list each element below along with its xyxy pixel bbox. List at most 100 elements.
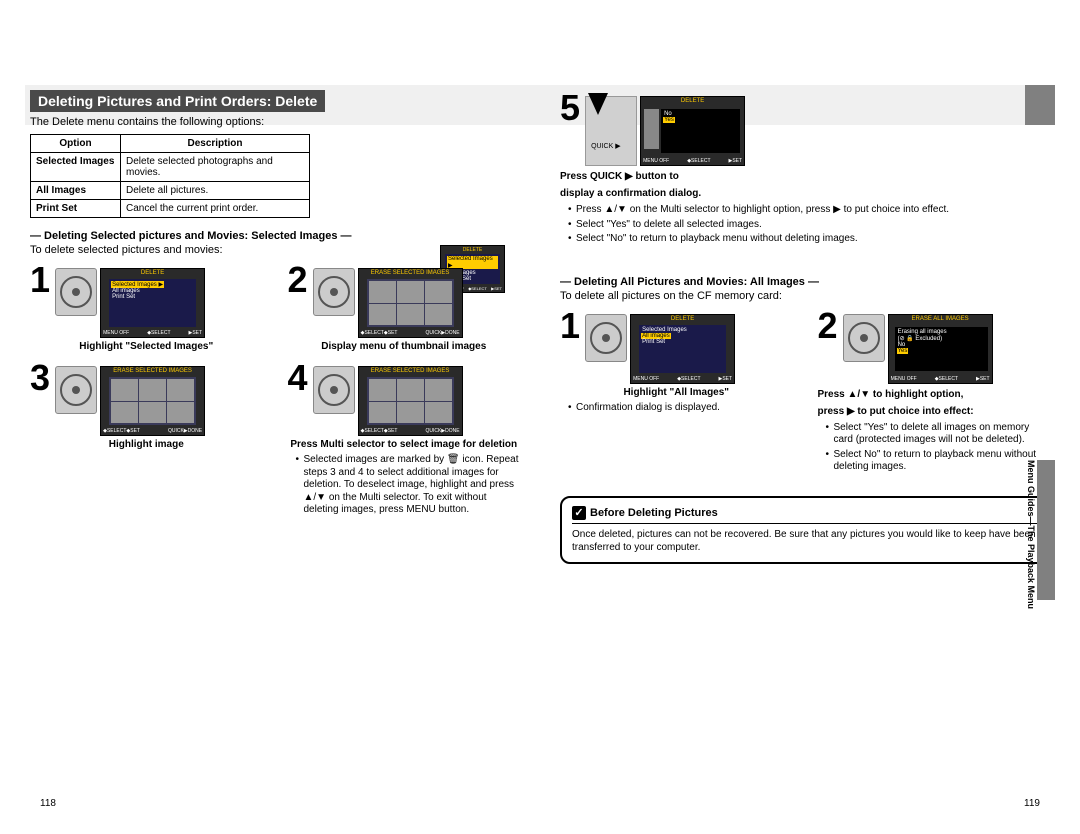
table-cell: Delete selected photographs and movies. [121,153,310,182]
step-bullets: Selected images are marked by 🗑 icon. Re… [296,454,521,517]
lcd-title: DELETE [631,316,734,322]
lcd-thumbnails [367,279,454,327]
camera-body-icon: QUICK ▶ [585,96,637,166]
table-header: Description [121,135,310,153]
lcd-dialog: Erasing all images (⊘ 🔒 Excluded) No Yes [895,327,988,371]
bullet-item: Select "Yes" to delete all images on mem… [826,422,1051,447]
step-caption: Highlight image [30,439,263,450]
step-1-right: 1 DELETE Selected Images All images Prin… [560,308,793,476]
lcd-footer: MENU OFF ◆SELECT ▶SET [633,376,732,382]
thumbnail [397,379,424,401]
side-label: Menu Guides—The Playback Menu [1026,460,1036,609]
options-table: Option Description Selected Images Delet… [30,134,310,218]
multi-selector-icon [313,268,355,316]
table-cell: Cancel the current print order. [121,200,310,218]
lcd-footer: ◆SELECT◆SET QUICK▶DONE [103,428,202,434]
thumbnail [111,379,138,401]
figure: ERASE SELECTED IMAGES ◆SELECT◆SET QUICK▶… [313,366,463,436]
lcd-footer-item: ▶SET [491,286,502,291]
table-row: All Images Delete all pictures. [31,182,310,200]
bullet-item: Press ▲/▼ on the Multi selector to highl… [568,204,1050,217]
notice-title-text: Before Deleting Pictures [590,507,718,519]
lcd-body: Selected Images ▶ All images Print Set [109,279,196,327]
right-page: 5 QUICK ▶ DELETE No Yes MENU OFF ◆SELECT [560,90,1050,564]
lcd-footer-item: ◆SELECT◆SET [361,428,398,434]
step-bullets: Confirmation dialog is displayed. [568,402,793,415]
step-2-right: 2 ERASE ALL IMAGES Erasing all images (⊘… [818,308,1051,476]
dialog-option: Yes [663,117,675,123]
thumbnail [425,281,452,303]
thumbnail [111,402,138,424]
thumbnail [139,379,166,401]
step-number: 5 [560,90,580,126]
step-1: 1 DELETE Selected Images ▶ All images Pr… [30,262,263,352]
figure: ERASE ALL IMAGES Erasing all images (⊘ 🔒… [843,314,993,384]
step-caption: Press Multi selector to select image for… [288,439,521,450]
lcd-title: DELETE [641,98,744,104]
side-tab [1037,460,1055,600]
step-caption: Highlight "Selected Images" [30,341,263,352]
lcd-screen: DELETE Selected Images ▶ All images Prin… [100,268,205,338]
figure: DELETE Selected Images ▶ All images Prin… [55,268,205,338]
lcd-footer-item: ▶SET [976,376,990,382]
arrow-down-icon [588,93,608,115]
lcd-screen: ERASE SELECTED IMAGES ◆SELECT◆SET QUICK▶… [358,268,463,338]
instruction-line: Press QUICK ▶ button to [560,170,1050,183]
step-5: 5 QUICK ▶ DELETE No Yes MENU OFF ◆SELECT [560,90,1050,246]
lcd-footer-item: ▶SET [189,330,203,336]
thumbnail [167,402,194,424]
step-row: 1 DELETE Selected Images ▶ All images Pr… [30,262,520,352]
thumbnail [369,379,396,401]
page-number-right: 119 [1024,798,1040,809]
step-caption: Highlight "All Images" [560,387,793,398]
lcd-screen: ERASE SELECTED IMAGES ◆SELECT◆SET QUICK▶… [100,366,205,436]
bullet-item: Select No" to return to playback menu wi… [826,449,1051,474]
figure: ERASE SELECTED IMAGES ◆SELECT◆SET QUICK▶… [55,366,205,436]
thumbnail [425,304,452,326]
thumbnail [397,402,424,424]
lcd-menu-item: Print Set [641,339,724,345]
step-caption: Display menu of thumbnail images [288,341,521,352]
multi-selector-icon [55,268,97,316]
lcd-footer-item: ◆SELECT [147,330,170,336]
lcd-menu-item: Selected Images ▶ [111,281,164,288]
lcd-screen: ERASE SELECTED IMAGES ◆SELECT◆SET QUICK▶… [358,366,463,436]
thumbnail [425,402,452,424]
page-number-left: 118 [40,798,56,809]
step-number: 1 [30,262,50,298]
lcd-title: ERASE SELECTED IMAGES [101,368,204,374]
lcd-thumb-preview [644,109,659,149]
lcd-footer: MENU OFF ◆SELECT ▶SET [643,158,742,164]
dialog-option: No [897,342,986,348]
thumbnail [369,402,396,424]
step-3: 3 ERASE SELECTED IMAGES [30,360,263,519]
table-row: Print Set Cancel the current print order… [31,200,310,218]
lcd-screen: ERASE ALL IMAGES Erasing all images (⊘ 🔒… [888,314,993,384]
bullet-item: Select "Yes" to delete all selected imag… [568,219,1050,232]
lcd-footer-item: QUICK▶DONE [425,428,459,434]
lcd-thumbnails [109,377,196,425]
lcd-screen: DELETE Selected Images All images Print … [630,314,735,384]
notice-body: Once deleted, pictures can not be recove… [572,528,1038,554]
lcd-footer: MENU OFF ◆SELECT ▶SET [103,330,202,336]
lcd-footer: ◆SELECT◆SET QUICK▶DONE [361,428,460,434]
dialog-line: (⊘ 🔒 Excluded) [897,335,986,342]
sub-heading: — Deleting All Pictures and Movies: All … [560,276,1050,288]
step-4: 4 ERASE SELECTED IMAGES [288,360,521,519]
lcd-footer-item: MENU OFF [633,376,659,382]
lcd-footer-item: QUICK▶DONE [168,428,202,434]
lcd-footer-item: ◆SELECT [935,376,958,382]
table-cell: Delete all pictures. [121,182,310,200]
lcd-footer-item: ◆SELECT◆SET [103,428,140,434]
lcd-footer: ◆SELECT◆SET QUICK▶DONE [361,330,460,336]
lcd-footer-item: MENU OFF [103,330,129,336]
lcd-title: ERASE ALL IMAGES [889,316,992,322]
thumbnail [369,304,396,326]
figure: ERASE SELECTED IMAGES ◆SELECT◆SET QUICK▶… [313,268,463,338]
step-number: 1 [560,308,580,344]
notice-box: ✓Before Deleting Pictures Once deleted, … [560,496,1050,564]
table-cell: All Images [31,182,121,200]
lcd-menu-item: Print Set [111,294,194,300]
bullet-item: Select "No" to return to playback menu w… [568,233,1050,246]
lcd-thumbnails [367,377,454,425]
